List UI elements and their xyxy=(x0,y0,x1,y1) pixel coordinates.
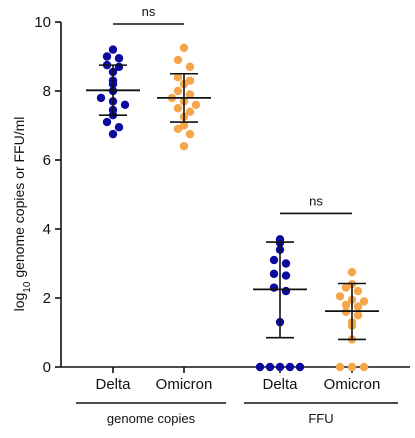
data-point xyxy=(185,62,195,72)
data-point xyxy=(114,62,124,72)
data-point xyxy=(96,93,106,103)
data-point xyxy=(269,255,279,265)
data-point xyxy=(281,286,291,296)
significance-label: ns xyxy=(142,4,156,19)
data-point xyxy=(185,107,195,116)
data-point xyxy=(335,362,345,372)
y-tick-label: 4 xyxy=(43,221,51,238)
data-point xyxy=(108,45,118,54)
y-tick-label: 10 xyxy=(34,14,51,31)
data-point xyxy=(191,100,201,110)
data-point xyxy=(281,259,291,268)
data-point xyxy=(353,302,363,311)
group-label: genome copies xyxy=(107,411,196,426)
data-point xyxy=(185,90,195,99)
data-point xyxy=(347,362,357,372)
data-point xyxy=(114,123,124,132)
data-point xyxy=(102,117,112,127)
y-tick-label: 0 xyxy=(43,359,51,376)
y-axis-label: log10 genome copies or FFU/ml xyxy=(11,117,33,312)
category-label: Delta xyxy=(262,376,298,393)
data-point xyxy=(335,292,345,301)
group-label: FFU xyxy=(308,411,333,426)
data-point xyxy=(269,269,279,279)
data-point xyxy=(281,271,291,280)
data-point xyxy=(173,86,183,96)
data-point xyxy=(114,54,124,63)
data-point xyxy=(179,142,189,151)
data-point xyxy=(347,267,357,277)
data-point xyxy=(359,362,369,372)
data-point xyxy=(185,76,195,85)
significance-label: ns xyxy=(309,193,323,208)
data-point xyxy=(359,297,369,306)
data-point xyxy=(353,311,363,320)
category-label: Delta xyxy=(95,376,131,393)
data-point xyxy=(179,121,189,130)
data-point xyxy=(295,362,305,372)
data-point xyxy=(179,43,189,53)
data-point xyxy=(341,300,351,310)
data-point xyxy=(173,73,183,82)
data-point xyxy=(102,52,112,61)
data-point xyxy=(353,286,363,296)
data-point xyxy=(185,129,195,139)
data-point xyxy=(285,362,295,372)
data-point xyxy=(120,100,130,110)
data-point xyxy=(173,104,183,113)
data-point xyxy=(269,283,279,292)
y-tick-label: 2 xyxy=(43,290,51,307)
data-point xyxy=(255,362,265,372)
y-tick-label: 8 xyxy=(43,83,51,100)
category-label: Omicron xyxy=(324,376,381,393)
data-point xyxy=(173,55,183,65)
y-tick-label: 6 xyxy=(43,152,51,169)
category-label: Omicron xyxy=(156,376,213,393)
data-point xyxy=(108,129,118,139)
data-point xyxy=(275,362,285,372)
data-point xyxy=(265,362,275,372)
